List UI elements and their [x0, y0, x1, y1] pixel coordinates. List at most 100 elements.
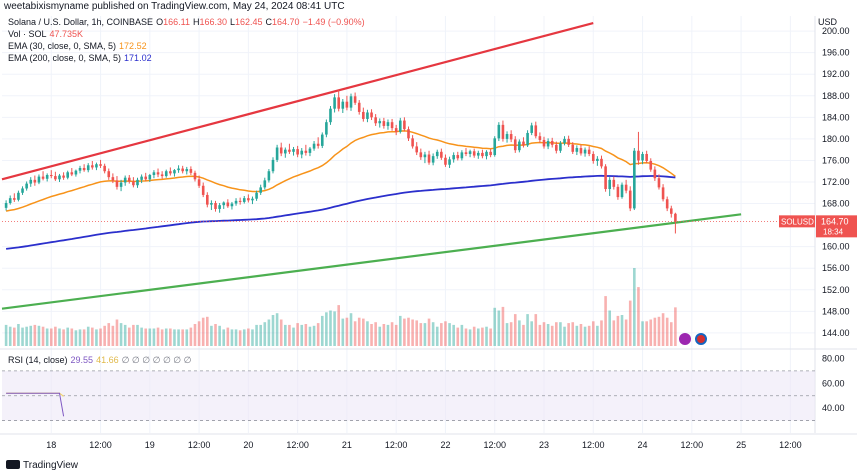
volume-bar [493, 307, 497, 346]
candle-body [197, 179, 201, 186]
flag-icon[interactable] [695, 333, 707, 345]
volume-bar [288, 324, 291, 346]
candle-body [653, 169, 657, 179]
legend-rsi: RSI (14, close) 29.55 41.66 ∅ ∅ ∅ ∅ ∅ ∅ ∅ [8, 354, 194, 366]
candle-body [284, 149, 287, 154]
countdown-text: 18:34 [823, 227, 844, 236]
candle-body [419, 152, 423, 158]
volume-bar [464, 328, 468, 346]
price-tick-label: 180.00 [822, 134, 850, 144]
candle-body [431, 156, 435, 163]
rsi-tick-label: 40.00 [822, 403, 845, 413]
candle-body [189, 169, 193, 173]
volume-bar [423, 323, 427, 346]
candle-body [111, 177, 115, 181]
candle-body [624, 184, 628, 191]
volume-bar [366, 321, 369, 346]
volume-bar [185, 329, 189, 346]
time-tick-label: 20 [243, 440, 253, 450]
volume-bar [435, 326, 439, 346]
legend-close: 164.70 [272, 17, 300, 27]
time-tick-label: 24 [638, 440, 648, 450]
volume-bar [91, 327, 94, 346]
legend-volume-label: Vol · SOL [8, 29, 47, 39]
tradingview-logo[interactable]: TradingView [6, 460, 78, 472]
candle-body [45, 174, 49, 179]
candle-body [95, 164, 98, 168]
volume-bar [164, 328, 168, 346]
volume-bar [230, 329, 234, 346]
candle-body [501, 124, 505, 139]
candle-body [349, 96, 353, 108]
candle-body [435, 151, 439, 157]
candle-body [513, 139, 517, 151]
lightning-icon[interactable] [679, 333, 691, 345]
volume-bar [13, 327, 16, 346]
price-tag-text: 164.70 [821, 216, 849, 226]
volume-bar [54, 326, 57, 346]
candle-body [472, 151, 476, 156]
candle-body [444, 157, 447, 165]
price-tick-label: 160.00 [822, 242, 850, 252]
candle-body [440, 151, 443, 158]
currency-label[interactable]: USD [818, 17, 838, 27]
channel-line-red [1, 21, 594, 181]
volume-bar [58, 328, 61, 346]
candle-body [353, 96, 357, 103]
price-tag-bg [816, 215, 857, 238]
legend-rsi-placeholders: ∅ ∅ ∅ ∅ ∅ ∅ ∅ [121, 355, 192, 365]
legend-pair: Solana / U.S. Dollar, 1h, COINBASE [8, 17, 154, 27]
candle-body [271, 159, 275, 172]
candle-body [320, 134, 324, 146]
price-tick-label: 144.00 [822, 328, 850, 338]
candle-body [193, 172, 197, 180]
volume-bar [579, 324, 583, 346]
volume-bar [600, 320, 603, 346]
candle-body [210, 203, 213, 205]
candle-body [66, 172, 69, 178]
rsi-axis: 80.00 60.00 40.00 [822, 353, 845, 413]
volume-bar [398, 315, 402, 346]
volume-bar [419, 323, 423, 346]
legend-ema200: EMA (200, close, 0, SMA, 5) 171.02 [8, 52, 155, 64]
candle-body [21, 188, 24, 193]
volume-bar [144, 328, 148, 346]
candle-body [378, 121, 382, 124]
candle-body [665, 199, 669, 209]
time-tick-label: 12:00 [188, 440, 211, 450]
volume-bar [152, 328, 156, 346]
volume-bar [534, 314, 538, 346]
candle-body [300, 150, 304, 155]
volume-bar [669, 322, 673, 346]
candle-body [526, 132, 529, 146]
volume-bar [251, 329, 254, 346]
volume-bars [4, 268, 677, 346]
volume-bar [45, 328, 49, 346]
candle-body [403, 120, 406, 130]
legend-low: 162.45 [235, 17, 263, 27]
price-tick-label: 176.00 [822, 155, 850, 165]
volume-bar [641, 321, 644, 346]
volume-bar [49, 328, 53, 346]
volume-bar [226, 327, 230, 346]
volume-bar [82, 329, 86, 346]
candles [4, 89, 677, 234]
legend-ema200-value: 171.02 [124, 53, 152, 63]
time-axis: 18 12:00 19 12:00 20 12:00 21 12:00 22 12:00 23 12:… [46, 440, 801, 450]
symbol-tag-text: SOLUSD [781, 217, 814, 226]
candle-body [505, 134, 509, 139]
candle-body [41, 176, 45, 179]
candle-body [148, 174, 152, 180]
legend-ema30: EMA (30, close, 0, SMA, 5) 172.52 [8, 40, 150, 52]
candle-body [325, 122, 328, 135]
volume-bar [415, 320, 419, 346]
volume-bar [505, 323, 509, 346]
candle-body [206, 194, 209, 205]
volume-bar [608, 310, 611, 346]
legend-volume: Vol · SOL 47.735K [8, 28, 86, 40]
channel-line-green [1, 213, 742, 310]
tradingview-icon [6, 460, 20, 469]
candle-body [115, 180, 119, 187]
volume-bar [173, 329, 176, 346]
